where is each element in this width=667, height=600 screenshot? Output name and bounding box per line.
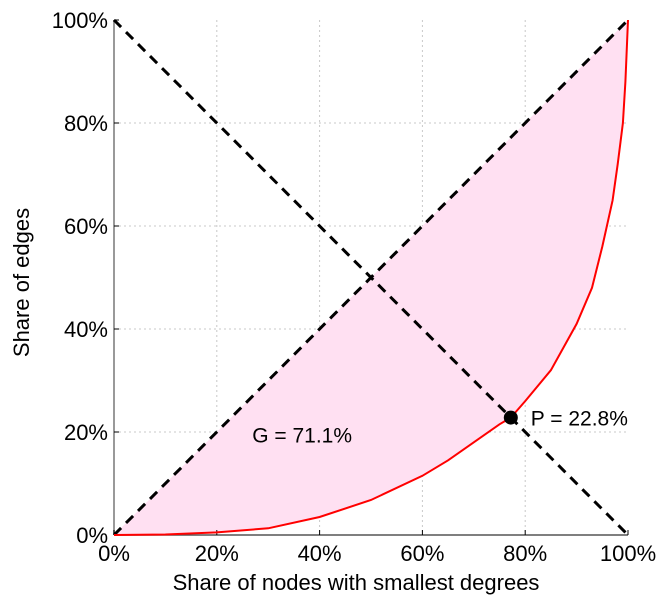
x-tick-labels: 0% 20% 40% 60% 80% 100% <box>98 541 656 566</box>
gini-label: G = 71.1% <box>252 425 352 448</box>
x-tick-label: 80% <box>503 541 547 566</box>
y-tick-label: 100% <box>52 8 108 33</box>
y-tick-label: 40% <box>64 317 108 342</box>
x-tick-label: 40% <box>298 541 342 566</box>
x-tick-label: 20% <box>195 541 239 566</box>
x-tick-label: 0% <box>98 541 130 566</box>
p-point-marker <box>503 410 518 425</box>
y-tick-label: 20% <box>64 420 108 445</box>
y-tick-label: 60% <box>64 214 108 239</box>
y-tick-label: 80% <box>64 111 108 136</box>
y-tick-labels: 0% 20% 40% 60% 80% 100% <box>52 8 108 548</box>
y-axis-label: Share of edges <box>9 208 34 357</box>
x-tick-label: 60% <box>400 541 444 566</box>
x-tick-label: 100% <box>600 541 656 566</box>
y-tick-label: 0% <box>76 523 108 548</box>
p-label: P = 22.8% <box>531 408 628 431</box>
anti-diagonal-line <box>112 18 630 537</box>
x-axis-label: Share of nodes with smallest degrees <box>173 570 540 595</box>
